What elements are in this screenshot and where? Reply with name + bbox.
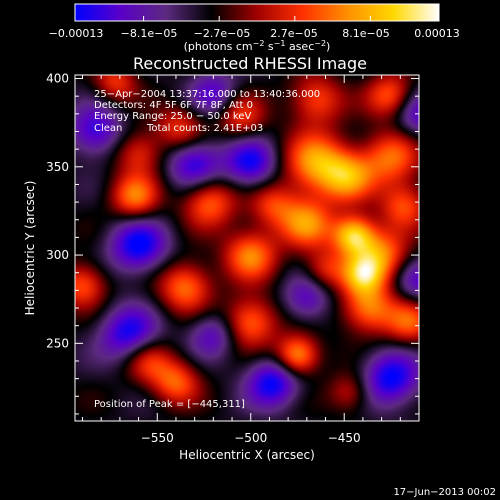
plot-annotations: 25−Apr−2004 13:37:16.000 to 13:40:36.000…: [94, 89, 320, 410]
plot-frame: [74, 74, 420, 422]
annotation-detectors: Detectors: 4F 5F 6F 7F 8F, Att 0: [94, 100, 253, 111]
x-tick-label-0: −550: [141, 431, 174, 445]
y-tick-label-0: 250: [46, 336, 69, 350]
annotation-total-counts: Total counts: 2.41E+03: [146, 123, 263, 134]
colorbar-tick-label-0: −0.00013: [49, 27, 104, 40]
heatmap-image: [75, 75, 419, 421]
colorbar-tick-labels: −0.00013 −8.1e−05 −2.7e−05 2.7e−05 8.1e−…: [49, 27, 460, 40]
colorbar: [74, 3, 440, 22]
annotation-peak-position: Position of Peak = [−445,311]: [94, 399, 245, 410]
annotation-method: Clean: [94, 123, 122, 134]
colorbar-tick-label-2: −2.7e−05: [194, 27, 251, 40]
x-axis-label: Heliocentric X (arcsec): [179, 448, 315, 462]
chart-title: Reconstructed RHESSI Image: [133, 54, 367, 73]
y-tick-label-3: 400: [46, 72, 69, 86]
y-axis-ticks: [75, 78, 419, 415]
colorbar-tick-label-5: 0.00013: [414, 27, 460, 40]
y-tick-label-1: 300: [46, 248, 69, 262]
y-tick-label-2: 350: [46, 160, 69, 174]
y-axis-label: Heliocentric Y (arcsec): [23, 181, 37, 316]
annotation-time-range: 25−Apr−2004 13:37:16.000 to 13:40:36.000: [94, 89, 320, 100]
colorbar-tick-label-3: 2.7e−05: [270, 27, 317, 40]
colorbar-ticks: [74, 16, 440, 21]
colorbar-tick-label-1: −8.1e−05: [121, 27, 178, 40]
x-tick-label-2: −450: [328, 431, 361, 445]
footer-date: 17−Jun−2013 00:02: [393, 487, 496, 498]
x-axis-ticks: [81, 75, 420, 421]
colorbar-units-label: (photons cm−2 s−1 asec−2): [184, 39, 331, 53]
annotation-energy-range: Energy Range: 25.0 − 50.0 keV: [94, 111, 251, 122]
x-tick-label-1: −500: [234, 431, 267, 445]
colorbar-tick-label-4: 8.1e−05: [342, 27, 389, 40]
